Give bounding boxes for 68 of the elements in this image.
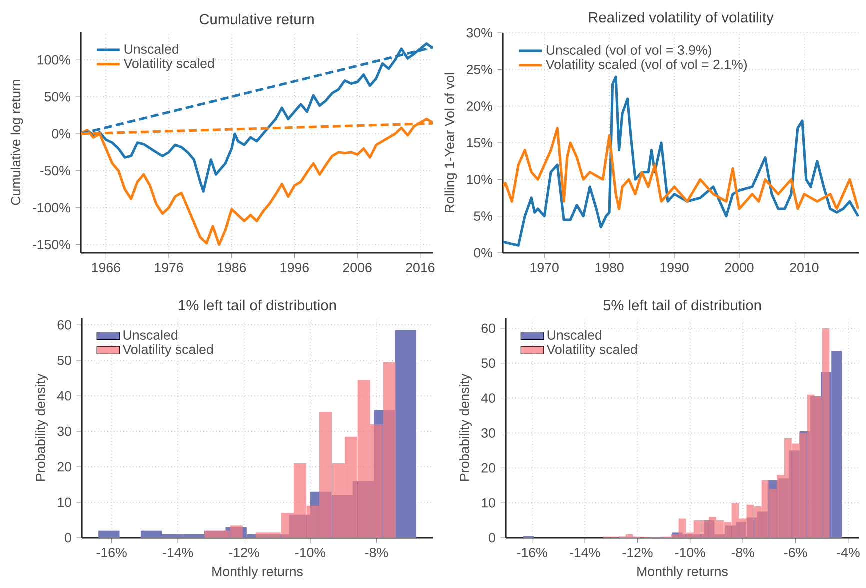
y-tick-label: 25% <box>466 64 492 74</box>
y-tick-label: 0 <box>65 533 72 543</box>
x-tick-label: 1976 <box>155 263 184 272</box>
x-tick-label: -14% <box>570 548 600 558</box>
legend-label: Unscaled (vol of vol = 3.9%) <box>546 45 712 58</box>
chart-title: 5% left tail of distribution <box>604 300 761 311</box>
y-tick-label: -150% <box>33 240 70 250</box>
x-tick-label: -10% <box>296 548 326 558</box>
y-tick-label: 0 <box>489 533 496 543</box>
y-axis-title: Cumulative log return <box>10 80 24 206</box>
chart-title: Realized volatility of volatility <box>589 12 774 26</box>
x-tick-label: -16% <box>517 548 548 558</box>
x-tick-label: -4% <box>837 548 860 558</box>
y-tick-label: 5% <box>474 212 492 222</box>
y-tick-label: 50 <box>58 356 72 366</box>
y-axis-title: Probability density <box>36 374 48 481</box>
x-tick-label: -8% <box>732 548 754 558</box>
legend-label: Unscaled <box>548 330 602 340</box>
x-tick-label: -14% <box>163 548 194 558</box>
x-tick-label: -16% <box>96 548 127 558</box>
y-tick-label: 60 <box>58 320 72 330</box>
x-tick-label: 1970 <box>530 263 559 272</box>
x-tick-label: 1990 <box>660 263 689 272</box>
y-tick-label: 20 <box>482 463 496 473</box>
x-tick-label: 1986 <box>218 263 246 272</box>
chart-title: Cumulative return <box>200 14 314 25</box>
x-tick-label: -12% <box>229 548 260 558</box>
legend-label: Unscaled <box>124 330 178 340</box>
chart-title: 1% left tail of distribution <box>179 300 336 311</box>
x-tick-label: -8% <box>365 548 388 558</box>
x-tick-label: 2000 <box>725 263 754 272</box>
y-tick-label: 15% <box>467 138 492 148</box>
y-axis-title: Rolling 1-Year Vol of vol <box>444 73 458 212</box>
y-tick-label: 60 <box>482 324 496 334</box>
y-tick-label: 10 <box>58 498 72 508</box>
y-tick-label: 100% <box>38 55 70 65</box>
x-tick-label: 2006 <box>343 263 372 272</box>
y-tick-label: 10 <box>482 498 496 508</box>
x-axis-title: Monthly returns <box>212 566 303 580</box>
x-tick-label: 1980 <box>596 263 624 272</box>
legend-label: Volatility scaled <box>124 58 214 71</box>
y-tick-label: -100% <box>33 203 70 213</box>
y-tick-label: 20% <box>466 102 492 112</box>
y-tick-label: 40 <box>57 391 72 401</box>
y-axis-title: Probability density <box>460 374 472 481</box>
x-tick-label: -6% <box>784 548 808 558</box>
y-tick-label: 30 <box>482 428 496 438</box>
x-tick-label: 2016 <box>406 263 435 272</box>
y-tick-label: 30 <box>58 426 72 436</box>
y-tick-label: 40 <box>481 394 496 404</box>
x-tick-label: 1996 <box>280 263 309 272</box>
x-tick-label: -10% <box>675 548 706 558</box>
y-tick-label: 50% <box>44 92 71 102</box>
y-tick-label: 0% <box>52 129 71 139</box>
y-tick-label: 0% <box>474 248 492 258</box>
x-tick-label: 1966 <box>92 263 120 272</box>
y-tick-label: 50 <box>482 358 496 368</box>
legend-label: Volatility scaled (vol of vol = 2.1%) <box>546 60 747 72</box>
legend-label: Volatility scaled <box>122 344 214 357</box>
x-axis-title: Monthly returns <box>638 566 728 580</box>
legend-label: Unscaled <box>124 44 179 54</box>
legend-label: Volatility scaled <box>546 344 638 357</box>
x-tick-label: 2010 <box>790 263 819 272</box>
x-tick-label: -12% <box>622 548 653 558</box>
y-tick-label: -50% <box>40 166 70 176</box>
y-tick-label: 20 <box>58 462 72 472</box>
y-tick-label: 10% <box>467 174 492 184</box>
y-tick-label: 30% <box>466 28 492 38</box>
